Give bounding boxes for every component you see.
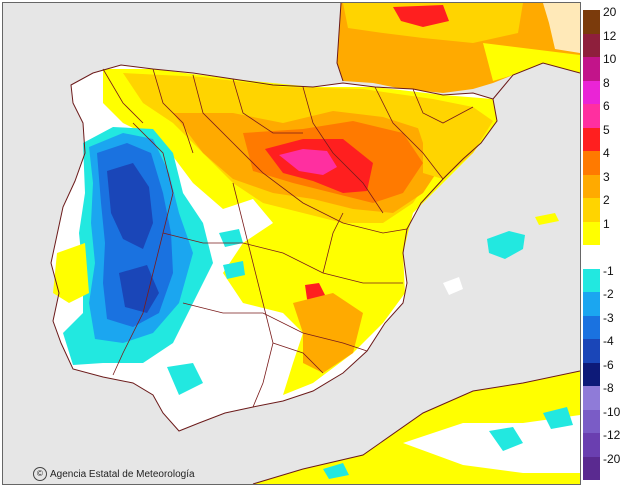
legend-swatch	[583, 268, 600, 292]
legend-swatch	[583, 409, 600, 433]
legend-label: -8	[603, 381, 614, 395]
legend-swatch	[583, 292, 600, 316]
legend-swatch	[583, 339, 600, 363]
legend-label: -10	[603, 404, 621, 419]
legend-label: 3	[603, 169, 610, 184]
legend-label: 20	[603, 5, 617, 19]
legend-swatch	[583, 221, 600, 245]
legend-swatch	[583, 174, 600, 198]
france-yellow-band	[483, 43, 580, 81]
legend-swatch	[583, 104, 600, 128]
legend-swatch	[583, 386, 600, 410]
legend-label: -20	[603, 451, 621, 466]
mallorca	[487, 231, 525, 259]
cold-cyan-islets	[167, 229, 245, 395]
legend-swatch	[583, 433, 600, 457]
legend-label: 4	[603, 146, 610, 160]
legend-swatch	[583, 362, 600, 386]
legend-swatch	[583, 33, 600, 57]
legend-label: -4	[603, 334, 614, 348]
cold-darkblue-west	[107, 163, 153, 249]
legend-label: 6	[603, 99, 610, 113]
legend-swatch	[583, 456, 600, 480]
legend-label: 2	[603, 193, 610, 207]
france-coastline	[336, 3, 580, 100]
color-legend: 20 12 10 8 6 5 4 3 2 1 -1 -2 -3 -4 -6 -8 -10 -12 -20	[583, 6, 629, 480]
cold-darkblue-south	[119, 265, 159, 313]
legend-label: 8	[603, 75, 610, 90]
legend-label: -3	[603, 310, 614, 325]
legend-label: -6	[603, 357, 614, 372]
legend-label: -12	[603, 428, 621, 442]
legend-label: 10	[603, 52, 617, 66]
africa-white-patch	[403, 415, 580, 473]
legend-swatch	[583, 57, 600, 81]
ibiza	[443, 277, 463, 295]
map-canvas	[3, 3, 580, 484]
africa-coastline	[252, 370, 580, 484]
africa-cold-patch	[323, 407, 573, 479]
legend-swatch	[583, 198, 600, 222]
legend-label: 12	[603, 28, 617, 43]
regional-borders	[102, 68, 474, 408]
iberia-coastline	[50, 64, 498, 432]
legend-swatch	[583, 245, 600, 269]
legend-label: 1	[603, 216, 610, 231]
legend-swatch	[583, 151, 600, 175]
credit-text: Agencia Estatal de Meteorología	[50, 468, 195, 480]
legend-swatch	[583, 127, 600, 151]
menorca	[535, 213, 559, 225]
legend-label: -1	[603, 263, 614, 278]
legend-label: 5	[603, 122, 610, 137]
legend-swatch	[583, 315, 600, 339]
legend-swatch	[583, 80, 600, 104]
hot-pink-core	[279, 149, 337, 175]
legend-swatch	[583, 10, 600, 34]
credit-line: © Agencia Estatal de Meteorología	[33, 467, 195, 481]
warm-portugal-coast	[53, 243, 89, 303]
warm-catalonia	[413, 107, 493, 179]
copyright-icon: ©	[33, 467, 47, 481]
anomaly-map: © Agencia Estatal de Meteorología	[2, 2, 581, 485]
france-hot-spot	[393, 5, 449, 27]
legend-label: -2	[603, 287, 614, 301]
warm-orange-southeast	[293, 293, 363, 373]
france-east-pale	[543, 3, 580, 53]
